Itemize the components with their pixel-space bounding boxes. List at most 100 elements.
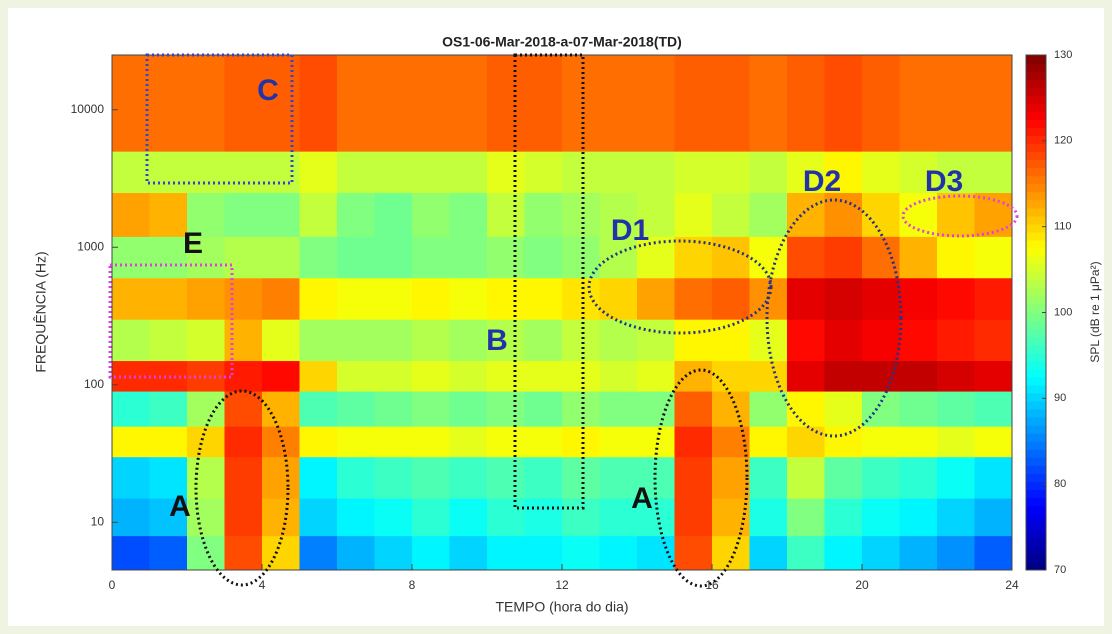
cell [862,277,900,320]
colorbar-step [1026,280,1046,289]
cell [487,55,525,152]
cell [787,55,825,152]
cell [749,498,788,537]
annotation: D2 [803,165,841,198]
cell [374,277,413,320]
cell [412,535,450,571]
cell [487,535,525,571]
cell [974,360,1013,392]
cell [487,151,525,194]
cell [487,498,525,537]
cell [562,319,600,362]
cell [937,151,975,194]
cell [937,236,975,279]
colorbar-step [1026,457,1046,466]
cell [749,391,788,427]
chart-title: OS1-06-Mar-2018-a-07-Mar-2018(TD) [442,34,682,50]
cell [599,360,638,392]
cell [712,192,750,237]
cell [937,391,975,427]
cell [937,192,975,237]
cell [787,498,825,537]
colorbar-step [1026,409,1046,418]
cell [374,535,413,571]
cell [262,151,300,194]
cell [449,360,488,392]
cell [337,319,375,362]
cell [112,55,150,152]
cell [749,151,788,194]
cell [449,456,488,499]
cell [224,192,263,237]
colorbar-tick-label: 130 [1054,49,1072,61]
cell [637,426,675,458]
cell [562,456,600,499]
ellipse-a [194,389,290,587]
cell [524,151,563,194]
cell [374,456,413,499]
cell [449,498,488,537]
cell [412,456,450,499]
cell [674,319,713,362]
cell [412,319,450,362]
cell [262,456,300,499]
x-tick-label: 16 [705,578,719,592]
cell [337,55,375,152]
cell [937,498,975,537]
cell [824,55,863,152]
cell [224,498,263,537]
cell [899,535,938,571]
colorbar-step [1026,489,1046,499]
cell [749,192,788,237]
cell [787,426,825,458]
colorbar-step [1026,103,1046,112]
cell [674,498,713,537]
cell [337,277,375,320]
cell [824,535,863,571]
cell [449,535,488,571]
cell [712,535,750,571]
cell [224,535,263,571]
colorbar-tick-label: 120 [1054,135,1072,147]
cell [599,319,638,362]
cell [712,456,750,499]
x-tick-label: 0 [109,578,116,592]
colorbar-step [1026,328,1046,338]
cell [674,151,713,194]
cell [524,360,563,392]
cell [449,151,488,194]
colorbar-step [1026,79,1046,88]
cell [974,498,1013,537]
cell [337,360,375,392]
cell [712,151,750,194]
cell [112,426,150,458]
colorbar-step [1026,497,1046,507]
cell [374,391,413,427]
cell [299,391,338,427]
annotation: A [169,490,191,523]
cell [599,192,638,237]
colorbar-step [1026,199,1046,209]
cell [149,426,188,458]
cell [862,535,900,571]
cell [824,456,863,499]
axes: 0 4 8 12 16 20 24 10 100 1000 10000 70 80 90 100 110 120… [71,49,1073,592]
cell [599,535,638,571]
annotation: A [631,482,653,515]
cell [112,498,150,537]
y-tick-label: 100 [84,377,104,391]
x-tick-label: 12 [555,578,569,592]
cell [749,55,788,152]
cell [149,535,188,571]
colorbar-step [1026,159,1046,169]
colorbar-step [1026,288,1046,297]
colorbar-step [1026,71,1046,80]
cell [224,391,263,427]
cell [487,319,525,362]
cell [824,151,863,194]
cell [487,391,525,427]
colorbar-step [1026,441,1046,450]
colorbar-step [1026,336,1046,346]
cell [562,498,600,537]
